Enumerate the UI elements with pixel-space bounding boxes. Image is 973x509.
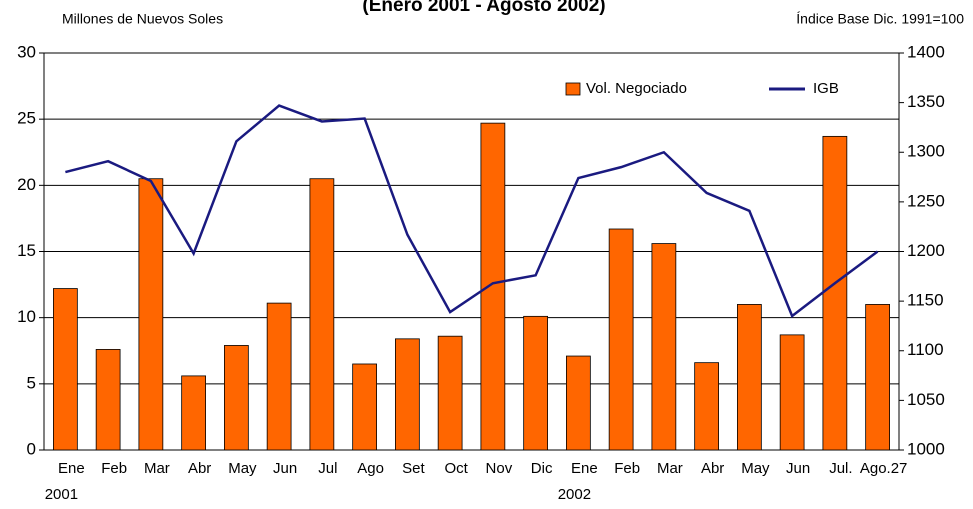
y2-tick-label: 1000 — [907, 439, 945, 458]
line — [65, 104, 879, 319]
x-tick-label: Oct — [444, 460, 468, 477]
x-tick-label: Abr — [701, 460, 724, 477]
bar — [822, 135, 848, 451]
bar — [865, 304, 890, 451]
bar — [523, 315, 548, 451]
bar — [181, 375, 206, 451]
x-tick-label: Abr — [188, 460, 211, 477]
legend-label: IGB — [813, 80, 839, 97]
legend-swatch — [565, 82, 581, 96]
y2-tick-label: 1350 — [907, 92, 945, 111]
bar — [480, 122, 506, 451]
y-tick-label: 30 — [17, 42, 36, 61]
bar — [53, 288, 78, 451]
bar — [95, 349, 121, 451]
x-tick-label: Mar — [144, 460, 170, 477]
y2-tick-label: 1100 — [907, 340, 944, 359]
x-tick-label: May — [741, 460, 770, 477]
x-tick-label: Feb — [614, 460, 640, 477]
x-tick-label: Ago.27 — [860, 460, 908, 477]
y-tick-label: 5 — [27, 373, 36, 392]
x-tick-label: Jun — [786, 460, 810, 477]
y-tick-label: 0 — [27, 439, 36, 458]
x-tick-label: Ago — [357, 460, 384, 477]
y2-tick-label: 1300 — [907, 142, 945, 161]
bar — [779, 334, 805, 451]
y-axis-label: Millones de Nuevos Soles — [62, 11, 223, 27]
bar — [309, 178, 335, 451]
y-tick-label: 20 — [17, 175, 36, 194]
y-tick-label: 25 — [17, 109, 36, 128]
x-tick-label: Nov — [486, 460, 513, 477]
bar — [566, 355, 591, 451]
x-tick-label: May — [228, 460, 257, 477]
year-label: 2001 — [45, 486, 78, 503]
y2-tick-label: 1200 — [907, 241, 945, 260]
x-tick-label: Jul. — [829, 460, 852, 477]
y2-tick-label: 1050 — [907, 390, 945, 409]
x-tick-label: Jun — [273, 460, 297, 477]
year-label: 2002 — [558, 486, 591, 503]
x-tick-label: Ene — [58, 460, 85, 477]
bar — [352, 363, 377, 451]
bar — [608, 228, 634, 451]
x-tick-label: Mar — [657, 460, 683, 477]
bar — [651, 243, 677, 451]
x-tick-label: Feb — [101, 460, 127, 477]
x-tick-label: Ene — [571, 460, 598, 477]
bar — [266, 302, 292, 451]
legend-label: Vol. Negociado — [586, 80, 687, 97]
x-tick-label: Dic — [531, 460, 553, 477]
y2-tick-label: 1250 — [907, 191, 945, 210]
bar — [224, 345, 249, 451]
y2-tick-label: 1150 — [907, 291, 944, 310]
bar — [138, 178, 164, 451]
y-tick-label: 15 — [17, 241, 36, 260]
y-tick-label: 10 — [17, 307, 36, 326]
chart-title: (Enero 2001 - Agosto 2002) — [362, 0, 605, 16]
bar — [737, 304, 762, 451]
bar — [395, 338, 420, 451]
bar — [694, 362, 719, 451]
y2-tick-label: 1400 — [907, 42, 945, 61]
x-tick-label: Set — [402, 460, 425, 477]
bar — [437, 335, 463, 451]
plot-border — [43, 52, 900, 451]
x-tick-label: Jul — [318, 460, 337, 477]
y2-axis-label: Índice Base Dic. 1991=100 — [796, 11, 964, 27]
